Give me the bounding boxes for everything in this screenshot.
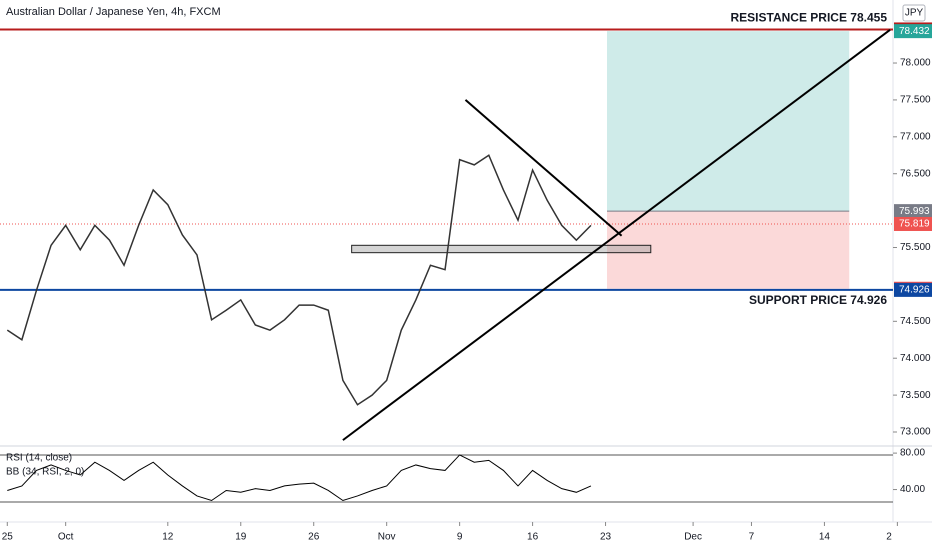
x-tick-label: Nov [378,532,396,543]
y-tick-label: 74.500 [900,316,931,327]
x-tick-label: 14 [819,532,831,543]
y-tick-label: 76.500 [900,168,931,179]
profit-zone [607,31,850,212]
rsi-label: BB (34, RSI, 2, 0) [6,467,84,478]
price-badge [894,204,932,219]
x-tick-label: 25 [2,532,14,543]
x-tick-label: 7 [749,532,755,543]
y-tick-label: 75.500 [900,242,931,253]
rsi-tick-label: 80.00 [900,448,925,459]
x-tick-label: 19 [235,532,247,543]
level-label: SUPPORT PRICE 74.926 [749,293,887,307]
y-tick-label: 77.500 [900,95,931,106]
rsi-line [7,454,592,502]
level-label: RESISTANCE PRICE 78.455 [731,11,888,25]
y-tick-label: 73.500 [900,390,931,401]
currency: JPY [905,8,924,19]
y-tick-label: 74.000 [900,353,931,364]
x-tick-label: Dec [684,532,702,543]
trend-line [464,99,623,237]
y-tick-label: 73.000 [900,427,931,438]
chart-title: Australian Dollar / Japanese Yen, 4h, FX… [6,6,221,18]
loss-zone [607,211,850,289]
price-badge-label: 74.926 [899,285,930,296]
rsi-tick-label: 40.00 [900,484,925,495]
trend-line [342,29,891,441]
zone [351,244,652,254]
y-tick-label: 78.000 [900,58,931,69]
price-badge [894,216,932,231]
price-badge [894,24,932,39]
price-badge-label: 75.993 [899,206,930,217]
currency-box[interactable] [902,4,926,22]
x-tick-label: Oct [58,532,74,543]
x-tick-label: 16 [527,532,539,543]
price-badge-label: 75.819 [899,219,930,230]
price-badge [894,282,932,297]
x-tick-label: 12 [162,532,174,543]
y-tick-label: 77.000 [900,131,931,142]
rsi-label: RSI (14, close) [6,453,72,464]
price-line [6,154,592,406]
x-tick-label: 9 [457,532,463,543]
price-badge-label: 78.432 [899,26,930,37]
x-tick-label: 2 [886,532,892,543]
x-tick-label: 26 [308,532,320,543]
x-tick-label: 23 [600,532,612,543]
